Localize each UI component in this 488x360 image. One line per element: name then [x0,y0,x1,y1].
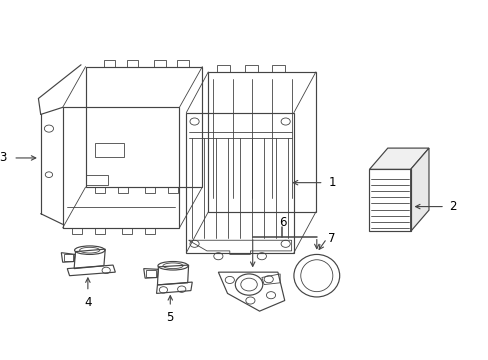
Bar [95,144,124,157]
Bar [122,228,132,234]
Bar [145,228,155,234]
Bar [244,65,257,72]
Polygon shape [369,148,428,169]
Bar [145,187,155,193]
Bar [95,187,104,193]
Text: 2: 2 [448,200,456,213]
Text: 6: 6 [278,216,285,229]
Bar [177,60,188,67]
Bar [217,65,230,72]
Text: 4: 4 [84,296,91,309]
Bar [85,175,108,185]
Polygon shape [410,148,428,231]
Bar [272,65,285,72]
Text: 3: 3 [0,152,6,165]
Bar [95,228,104,234]
Text: 7: 7 [327,232,335,245]
Bar [126,60,138,67]
Bar [154,60,165,67]
Text: 1: 1 [327,176,335,189]
Text: 5: 5 [166,311,174,324]
Bar [118,187,127,193]
Bar [146,270,156,277]
Bar [64,255,73,261]
Bar [72,228,82,234]
Bar [168,187,178,193]
Bar [103,60,115,67]
